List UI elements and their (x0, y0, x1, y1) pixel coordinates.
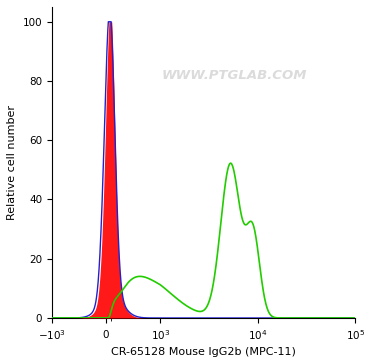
X-axis label: CR-65128 Mouse IgG2b (MPC-11): CR-65128 Mouse IgG2b (MPC-11) (111, 347, 296, 357)
Y-axis label: Relative cell number: Relative cell number (7, 105, 17, 220)
Text: WWW.PTGLAB.COM: WWW.PTGLAB.COM (161, 69, 307, 82)
